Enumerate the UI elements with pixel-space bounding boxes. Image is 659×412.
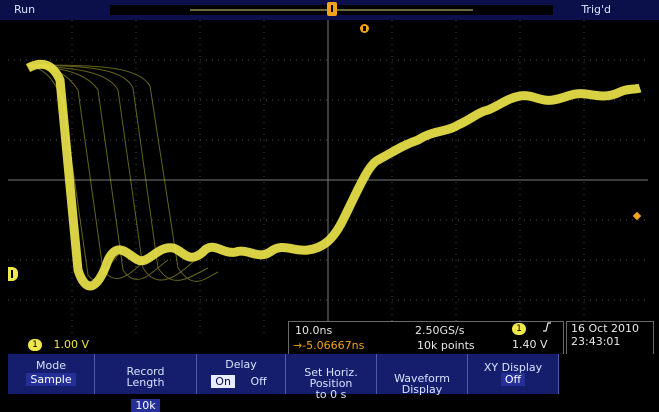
- channel-1-ground-marker[interactable]: [8, 267, 18, 281]
- channel-1-badge: 1: [28, 339, 42, 351]
- trigger-position-icon[interactable]: [327, 2, 337, 16]
- trigger-level-value: 1.40 V: [512, 338, 548, 351]
- trigger-state: Trig'd: [581, 3, 611, 16]
- sample-rate-value: 2.50GS/s: [415, 324, 465, 337]
- trigger-readout[interactable]: 1 1.40 V: [512, 322, 562, 351]
- xy-display-button[interactable]: XY Display Off: [468, 354, 559, 394]
- set-horiz-position-button[interactable]: Set Horiz. Position to 0 s: [286, 354, 377, 400]
- record-length-button[interactable]: Record Length 10k: [95, 354, 197, 412]
- record-view-bar[interactable]: [110, 2, 553, 16]
- channel-1-scale: 1.00 V: [53, 338, 90, 351]
- record-points-value: 10k points: [417, 339, 475, 352]
- rising-edge-icon: [542, 322, 551, 332]
- date-time-readout: 16 Oct 2010 23:43:01: [566, 321, 654, 356]
- delay-on-option[interactable]: On: [211, 375, 235, 388]
- record-length-label: Record Length: [126, 365, 165, 389]
- waveform-display-button[interactable]: Waveform Display: [377, 354, 468, 396]
- xy-display-label: XY Display: [483, 361, 543, 374]
- delay-button[interactable]: Delay On Off: [197, 354, 286, 394]
- trigger-source-badge: 1: [512, 323, 526, 335]
- timebase-value: 10.0ns: [295, 324, 333, 337]
- xy-display-value: Off: [500, 373, 526, 386]
- bottom-menu: Mode Sample Record Length 10k Delay On O…: [0, 354, 659, 412]
- delay-off-option[interactable]: Off: [250, 375, 267, 388]
- mode-button[interactable]: Mode Sample: [8, 354, 95, 394]
- trigger-point-icon: [360, 24, 369, 33]
- record-length-value: 10k: [131, 399, 160, 412]
- delay-label: Delay: [225, 358, 257, 371]
- date-value: 16 Oct 2010: [571, 322, 640, 335]
- waveform-display[interactable]: [8, 20, 648, 338]
- time-value: 23:43:01: [571, 335, 621, 348]
- acquisition-state: Run: [14, 3, 36, 16]
- status-bar: Run Trig'd: [0, 0, 659, 20]
- channel-1-readout[interactable]: 1 1.00 V: [28, 338, 228, 352]
- waveform-display-label: Waveform Display: [394, 372, 450, 396]
- set-horiz-position-label: Set Horiz. Position to 0 s: [304, 366, 358, 401]
- mode-value: Sample: [26, 373, 76, 386]
- horizontal-position-value: →-5.06667ns: [293, 339, 365, 352]
- graticule-svg: [8, 20, 648, 338]
- mode-label: Mode: [36, 359, 66, 372]
